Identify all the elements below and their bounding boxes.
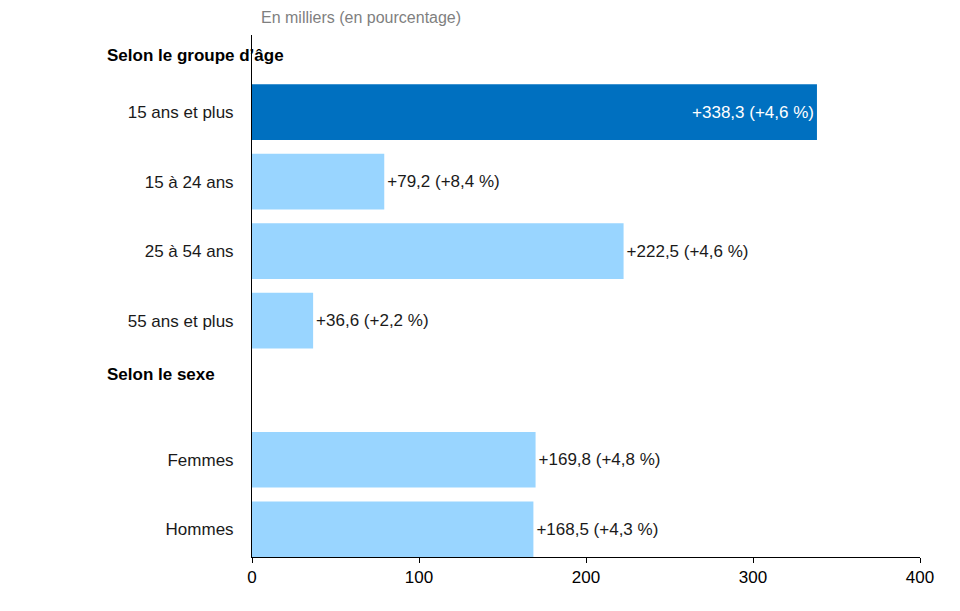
svg-text:Femmes: Femmes	[167, 451, 233, 470]
svg-text:+36,6 (+2,2 %): +36,6 (+2,2 %)	[316, 311, 428, 330]
svg-text:Selon le sexe: Selon le sexe	[107, 365, 215, 384]
svg-text:+168,5 (+4,3 %): +168,5 (+4,3 %)	[536, 520, 658, 539]
svg-text:+79,2 (+8,4 %): +79,2 (+8,4 %)	[387, 172, 499, 191]
svg-text:300: 300	[739, 568, 767, 587]
svg-text:25 à 54 ans: 25 à 54 ans	[145, 242, 234, 261]
svg-text:Selon le groupe d’âge: Selon le groupe d’âge	[107, 46, 284, 65]
svg-text:Hommes: Hommes	[166, 520, 234, 539]
svg-text:15 à 24 ans: 15 à 24 ans	[145, 173, 234, 192]
svg-text:+169,8 (+4,8 %): +169,8 (+4,8 %)	[539, 450, 661, 469]
svg-text:0: 0	[247, 568, 256, 587]
svg-text:400: 400	[906, 568, 934, 587]
svg-text:15 ans et plus: 15 ans et plus	[128, 103, 234, 122]
svg-text:55 ans et plus: 55 ans et plus	[128, 312, 234, 331]
svg-text:En milliers (en pourcentage): En milliers (en pourcentage)	[261, 9, 461, 26]
svg-text:+338,3 (+4,6 %): +338,3 (+4,6 %)	[692, 103, 814, 122]
svg-text:200: 200	[572, 568, 600, 587]
svg-text:+222,5 (+4,6 %): +222,5 (+4,6 %)	[627, 242, 749, 261]
svg-text:100: 100	[405, 568, 433, 587]
